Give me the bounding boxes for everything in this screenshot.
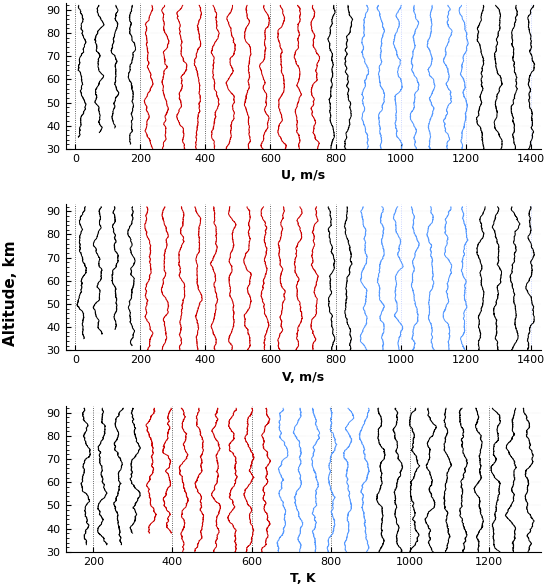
X-axis label: V, m/s: V, m/s [282,371,324,384]
X-axis label: U, m/s: U, m/s [281,169,325,183]
Text: Altitude, km: Altitude, km [3,241,19,346]
X-axis label: T, K: T, K [290,572,316,585]
